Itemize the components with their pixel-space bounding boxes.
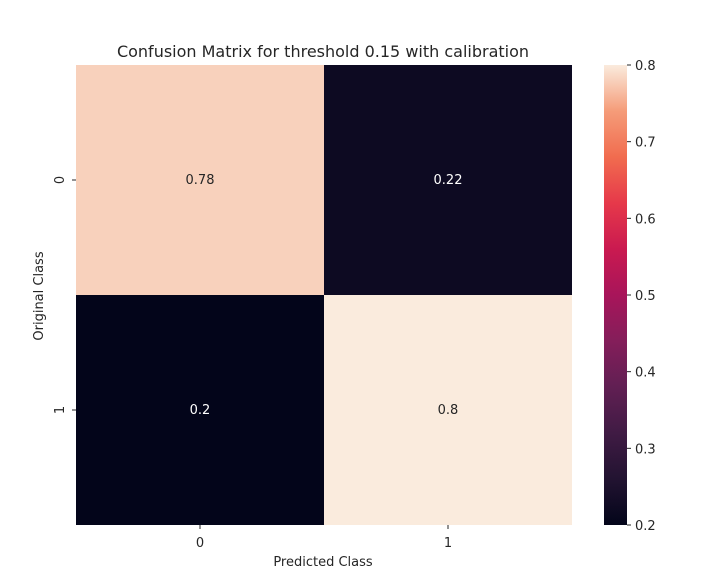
- cell-value-label: 0.22: [434, 173, 463, 188]
- x-tick-label: 1: [444, 536, 452, 551]
- heatmap-cell-r0-c1: [324, 65, 572, 295]
- y-tick-label: 0: [53, 176, 68, 184]
- colorbar-tick-label: 0.5: [635, 289, 656, 304]
- heatmap-cell-r0-c0: [76, 65, 324, 295]
- colorbar-tick-label: 0.4: [635, 366, 656, 381]
- cell-value-label: 0.78: [186, 173, 215, 188]
- heatmap-cells: [76, 65, 572, 525]
- cell-value-label: 0.2: [190, 403, 211, 418]
- y-tick-label: 1: [53, 406, 68, 414]
- y-axis-ticks: 01: [53, 176, 76, 414]
- colorbar-tick-label: 0.8: [635, 59, 656, 74]
- cell-value-label: 0.8: [438, 403, 459, 418]
- colorbar-tick-label: 0.3: [635, 442, 656, 457]
- heatmap-cell-r1-c0: [76, 295, 324, 525]
- x-axis-label: Predicted Class: [273, 555, 373, 570]
- colorbar: [604, 65, 627, 525]
- chart-title: Confusion Matrix for threshold 0.15 with…: [117, 42, 529, 61]
- heatmap-cell-r1-c1: [324, 295, 572, 525]
- colorbar-ticks: 0.2 0.3 0.4 0.5 0.6 0.7 0.8: [627, 59, 656, 534]
- colorbar-tick-label: 0.6: [635, 212, 656, 227]
- heatmap-cell-labels: 0.78 0.22 0.2 0.8: [186, 173, 463, 418]
- colorbar-tick-label: 0.7: [635, 136, 656, 151]
- y-axis-label: Original Class: [32, 251, 47, 340]
- x-tick-label: 0: [196, 536, 204, 551]
- colorbar-tick-label: 0.2: [635, 519, 656, 534]
